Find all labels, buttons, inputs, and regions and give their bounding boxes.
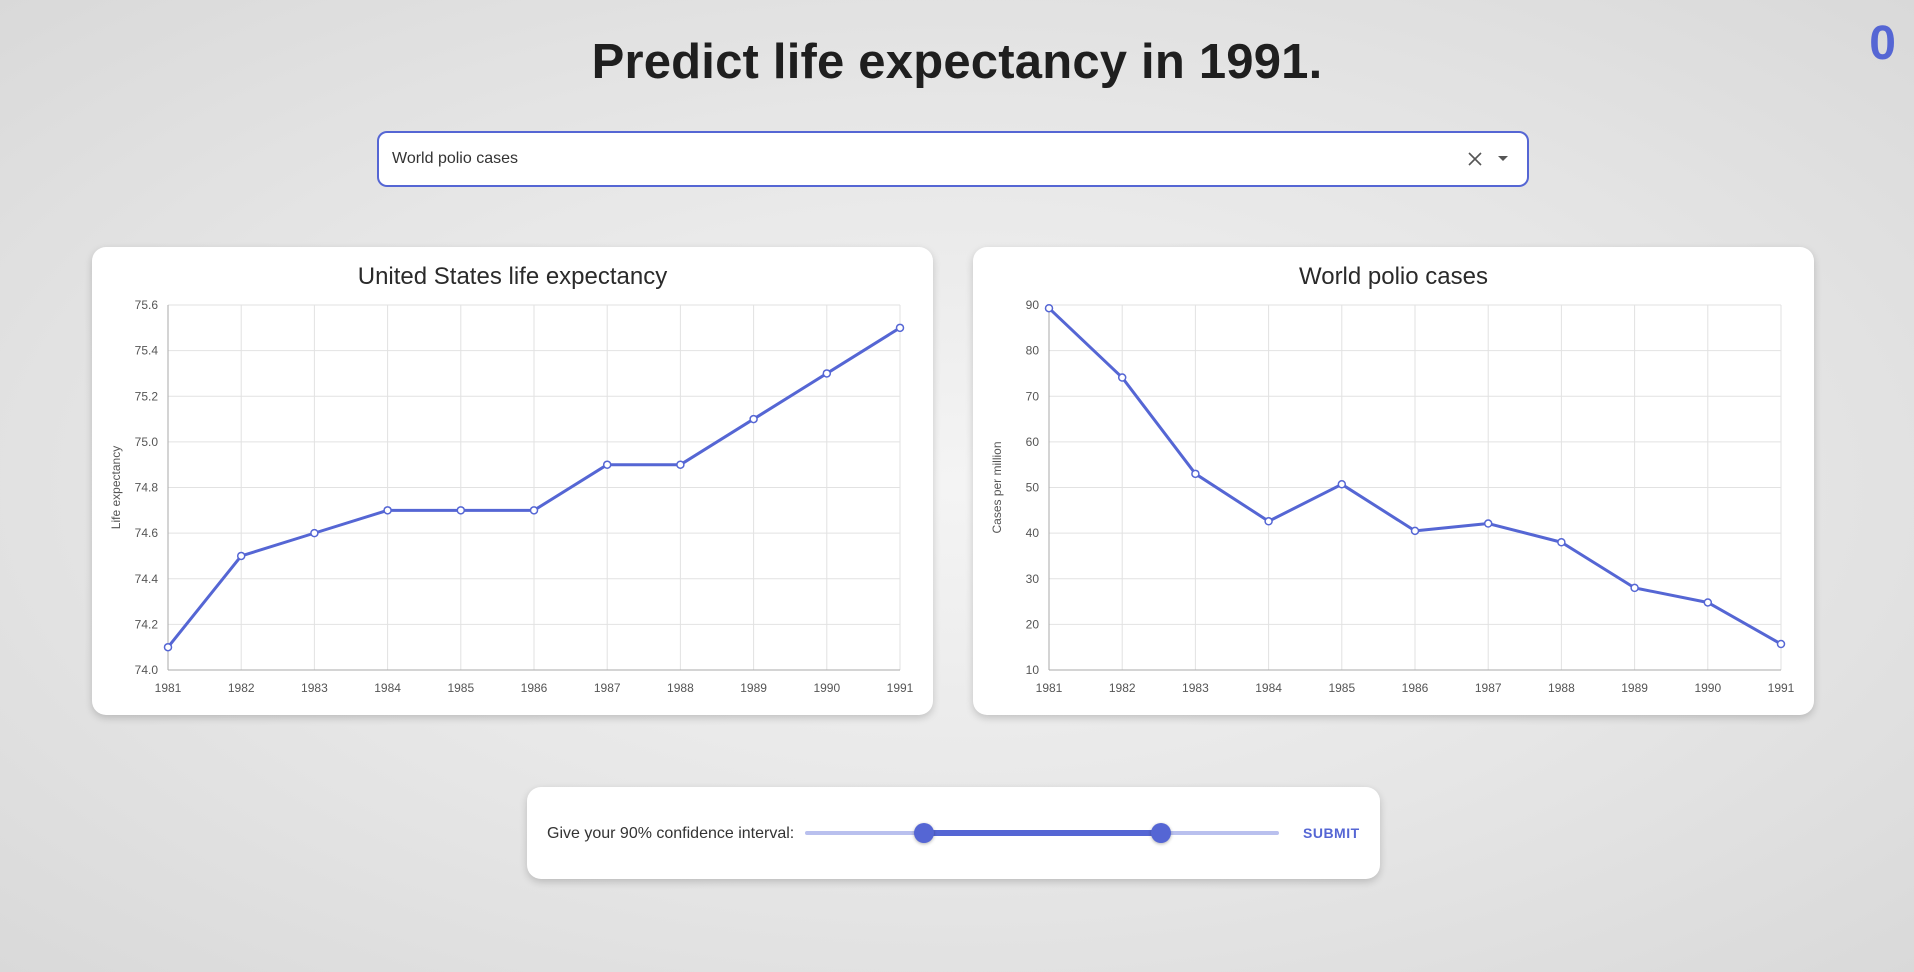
series-selector[interactable]: World polio cases	[377, 131, 1529, 187]
data-point	[1703, 598, 1713, 607]
data-point	[1191, 469, 1200, 479]
data-point	[602, 460, 612, 469]
y-axis-label: Life expectancy	[109, 446, 123, 529]
x-tick-label: 1984	[374, 681, 401, 695]
chevron-down-icon[interactable]	[1491, 145, 1515, 173]
page-title: Predict life expectancy in 1991.	[591, 35, 1323, 89]
y-tick-label: 75.6	[135, 298, 159, 312]
data-point	[895, 323, 905, 333]
data-point	[310, 528, 319, 538]
clear-icon[interactable]	[1461, 145, 1489, 173]
x-tick-label: 1982	[228, 681, 255, 695]
y-axis-label: Cases per million	[990, 441, 1004, 533]
score-counter: 0	[1869, 17, 1896, 70]
y-tick-label: 74.6	[135, 526, 159, 540]
y-tick-label: 75.0	[135, 435, 159, 449]
x-tick-label: 1990	[813, 681, 840, 695]
x-tick-label: 1985	[1328, 681, 1355, 695]
chart-title: United States life expectancy	[357, 263, 668, 290]
x-tick-label: 1982	[1109, 681, 1136, 695]
data-point	[749, 414, 758, 424]
y-tick-label: 50	[1026, 481, 1040, 495]
data-point	[1337, 480, 1347, 489]
life-expectancy-chart: 74.0 74.2 74.4 74.6 74.8 75.0 75.2 75.4 75.6 1981…	[109, 298, 914, 695]
y-tick-label: 60	[1026, 435, 1040, 449]
data-point	[456, 506, 466, 515]
y-tick-label: 74.2	[135, 617, 159, 631]
submit-button[interactable]: SUBMIT	[1295, 817, 1368, 849]
data-point	[1117, 373, 1127, 382]
data-point	[1264, 517, 1273, 526]
x-tick-label: 1991	[887, 681, 914, 695]
y-tick-label: 74.0	[135, 663, 159, 677]
data-point	[383, 506, 392, 515]
chart-title: World polio cases	[1299, 263, 1488, 290]
y-tick-label: 74.4	[135, 572, 159, 586]
data-point	[1044, 303, 1054, 313]
x-tick-label: 1986	[1402, 681, 1429, 695]
x-tick-label: 1987	[1475, 681, 1502, 695]
chart-card-life-expectancy: United States life expectancy 74.0 74.2 74…	[92, 247, 933, 715]
data-point	[163, 642, 173, 652]
y-tick-label: 30	[1026, 572, 1040, 586]
grid-lines	[1048, 304, 1782, 671]
data-point	[529, 506, 539, 515]
y-tick-label: 40	[1026, 526, 1040, 540]
chart-card-polio-cases: World polio cases 10 20 30 40 50 60 70 80 90 1981…	[973, 247, 1814, 715]
confidence-range-slider[interactable]	[805, 823, 1279, 843]
y-tick-label: 20	[1026, 617, 1040, 631]
y-tick-label: 70	[1026, 389, 1040, 403]
data-point	[822, 369, 832, 378]
x-tick-label: 1991	[1768, 681, 1795, 695]
x-tick-label: 1990	[1694, 681, 1721, 695]
data-point	[676, 460, 685, 469]
x-tick-label: 1983	[1182, 681, 1209, 695]
series-selector-value: World polio cases	[392, 150, 518, 167]
y-tick-label: 75.2	[135, 389, 159, 403]
x-tick-label: 1989	[1621, 681, 1648, 695]
x-tick-label: 1981	[155, 681, 182, 695]
data-point	[1483, 519, 1493, 528]
y-tick-label: 80	[1026, 344, 1040, 358]
y-tick-label: 74.8	[135, 481, 159, 495]
x-tick-label: 1981	[1036, 681, 1063, 695]
x-tick-label: 1984	[1255, 681, 1282, 695]
y-tick-label: 75.4	[135, 344, 159, 358]
x-tick-label: 1987	[594, 681, 621, 695]
x-tick-label: 1989	[740, 681, 767, 695]
grid-lines	[167, 304, 901, 671]
polio-cases-chart: 10 20 30 40 50 60 70 80 90 1981 1982 1983 1984 1985 19…	[990, 298, 1795, 695]
y-tick-label: 90	[1026, 298, 1040, 312]
data-point	[1630, 583, 1639, 593]
x-tick-label: 1988	[667, 681, 694, 695]
confidence-panel: Give your 90% confidence interval: SUBMI…	[527, 787, 1380, 879]
x-tick-label: 1985	[447, 681, 474, 695]
data-point	[1410, 526, 1420, 536]
slider-thumb-low[interactable]	[913, 823, 934, 843]
data-point	[1557, 538, 1566, 547]
x-tick-label: 1988	[1548, 681, 1575, 695]
slider-track	[923, 830, 1161, 836]
x-tick-label: 1983	[301, 681, 328, 695]
slider-thumb-high[interactable]	[1150, 823, 1171, 843]
y-tick-label: 10	[1026, 663, 1040, 677]
data-point	[236, 551, 246, 561]
x-tick-label: 1986	[521, 681, 548, 695]
confidence-label: Give your 90% confidence interval:	[547, 825, 795, 842]
data-point	[1776, 639, 1786, 649]
